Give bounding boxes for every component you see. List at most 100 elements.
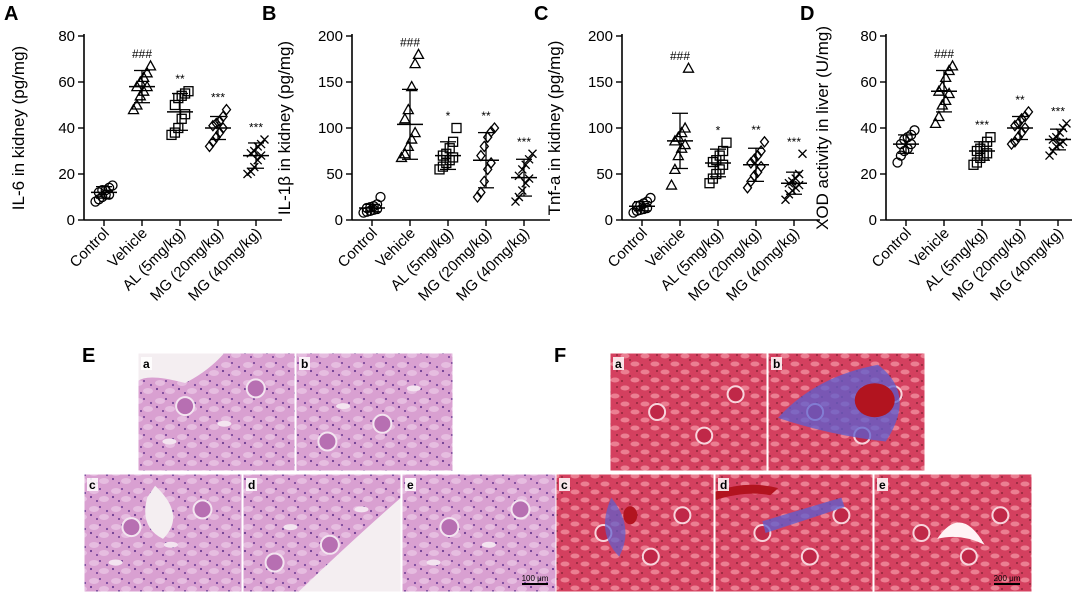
chart-panel-c: C Tnf-a in kidney (pg/mg) 0 50 100 150 200 Cont…: [534, 3, 820, 305]
data-point-x: [794, 180, 804, 190]
glomerulus: [319, 534, 340, 555]
data-point-triangle: [408, 126, 422, 138]
significance-label: **: [175, 72, 185, 86]
vessel-lumen: [138, 353, 225, 383]
subpanel-label-bg: [718, 478, 729, 491]
y-tick-label: 40: [58, 120, 75, 137]
panel-letter: C: [534, 3, 548, 25]
data-point-diamond: [746, 156, 756, 170]
glomerulus: [912, 524, 931, 542]
significance-label: **: [481, 109, 491, 123]
data-point-circle: [375, 191, 386, 203]
subpanel-label-bg: [405, 478, 416, 491]
data-point-diamond: [214, 115, 225, 128]
data-point-triangle: [675, 141, 688, 153]
micrograph-border: [295, 352, 454, 472]
subpanel-label-bg: [613, 357, 624, 370]
glomerulus: [641, 547, 660, 566]
y-tick-label: 200: [588, 28, 613, 45]
data-point-square: [975, 143, 986, 154]
data-point-triangle: [405, 80, 418, 92]
group-3: **: [472, 109, 500, 204]
data-point-circle: [909, 125, 920, 136]
subpanel-label: e: [407, 478, 414, 492]
data-point-square: [441, 148, 452, 159]
group-3: ***: [204, 91, 232, 153]
subpanel-label: e: [879, 478, 886, 492]
data-point-diamond: [472, 190, 483, 204]
data-point-circle: [107, 180, 118, 191]
data-point-triangle: [665, 178, 678, 190]
micrograph-tissue: [610, 353, 767, 471]
tubule-lumen: [426, 559, 441, 566]
group-4: ***: [511, 135, 537, 207]
glomerulus: [673, 506, 692, 525]
glomerulus: [372, 413, 393, 434]
group-1: ###: [665, 49, 695, 190]
data-point-diamond: [479, 140, 490, 153]
y-tick-label: 150: [318, 74, 343, 91]
tubule-lumen: [336, 403, 351, 410]
group-0: [90, 180, 118, 207]
data-point-x: [1055, 128, 1065, 138]
group-1: ###: [929, 47, 959, 129]
blood-clot: [623, 506, 638, 525]
data-point-triangle: [932, 110, 946, 122]
significance-label: ***: [249, 121, 263, 135]
data-point-diamond: [486, 125, 496, 138]
data-point-x: [253, 155, 263, 165]
micrograph-e: e: [401, 473, 561, 593]
y-tick-label: 50: [596, 166, 613, 183]
data-point-diamond: [221, 103, 232, 116]
data-point-diamond: [1016, 126, 1027, 139]
tubule-lumen: [354, 506, 369, 513]
data-point-x: [249, 146, 259, 156]
panel-letter: F: [554, 345, 566, 367]
significance-label: ***: [787, 135, 801, 149]
subpanel-label-bg: [559, 478, 570, 491]
collagen-fibrosis: [762, 497, 845, 533]
glomerulus: [175, 396, 196, 417]
data-point-triangle: [939, 94, 952, 106]
data-point-diamond: [211, 131, 222, 144]
data-point-x: [791, 174, 801, 184]
x-tick-label: Control: [869, 225, 915, 271]
subpanel-label-bg: [87, 478, 98, 491]
y-tick-label: 200: [318, 28, 343, 45]
data-point-diamond: [1023, 105, 1034, 118]
scale-bar-label: 200 μm: [994, 574, 1021, 583]
y-tick-label: 100: [588, 120, 613, 137]
data-point-x: [1048, 146, 1058, 156]
subpanel-label: b: [301, 357, 308, 371]
subpanel-label-bg: [141, 357, 152, 370]
significance-label: ###: [132, 47, 152, 61]
y-tick-label: 50: [326, 166, 343, 183]
glomerulus: [959, 547, 978, 566]
data-point-square: [985, 132, 996, 143]
y-tick-label: 0: [605, 212, 613, 229]
panel-letter: A: [4, 3, 18, 25]
group-4: ***: [781, 135, 807, 205]
micrograph-tissue: [402, 474, 560, 592]
data-point-x: [1045, 151, 1054, 161]
group-0: [892, 125, 920, 168]
data-point-diamond: [759, 135, 770, 148]
data-point-x: [514, 171, 524, 181]
data-point-triangle: [929, 117, 942, 129]
data-point-x: [246, 167, 256, 177]
y-tick-label: 20: [58, 166, 75, 183]
data-point-diamond: [1020, 121, 1030, 135]
subpanel-label: a: [615, 357, 622, 371]
data-point-diamond: [482, 163, 493, 176]
x-tick-label: Control: [67, 225, 113, 271]
data-point-x: [1062, 118, 1071, 128]
data-point-diamond: [204, 140, 215, 153]
group-3: **: [1006, 93, 1034, 151]
data-point-diamond: [476, 186, 486, 199]
data-point-x: [528, 149, 537, 159]
group-0: [358, 191, 386, 218]
micrograph-c: c: [83, 473, 243, 593]
micrograph-b: b: [767, 352, 926, 472]
data-point-x: [794, 169, 804, 179]
